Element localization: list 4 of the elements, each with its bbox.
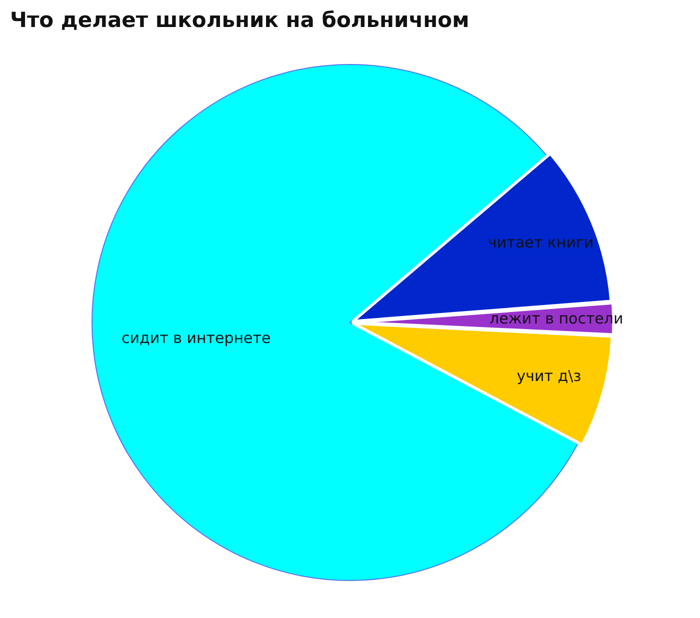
slice-label: учит д\з [516,367,582,386]
chart-title: Что делает школьник на больничном [10,8,470,32]
slice-label: читает книги [488,234,594,252]
slice-label: сидит в интернете [121,329,271,348]
